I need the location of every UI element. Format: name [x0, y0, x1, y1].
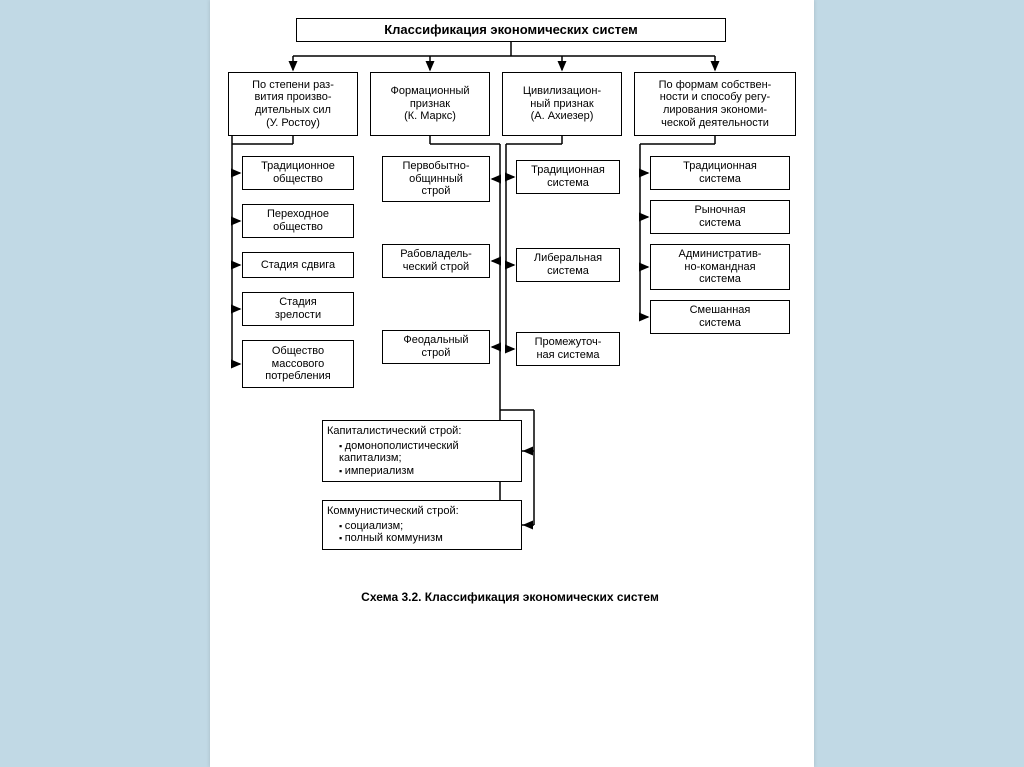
c4-item-0: Традиционнаясистема	[650, 156, 790, 190]
c3-item-2: Промежуточ-ная система	[516, 332, 620, 366]
c2-item-2: Феодальныйстрой	[382, 330, 490, 364]
col4-header-text: По формам собствен-ности и способу регу-…	[659, 79, 772, 130]
c2-item-0: Первобытно-общинныйстрой	[382, 156, 490, 202]
c4-item-1: Рыночнаясистема	[650, 200, 790, 234]
c2-item-1: Рабовладель-ческий строй	[382, 244, 490, 278]
c1-item-3: Стадиязрелости	[242, 292, 354, 326]
c3-item-0: Традиционнаясистема	[516, 160, 620, 194]
c3-item-1: Либеральнаясистема	[516, 248, 620, 282]
c1-item-2: Стадия сдвига	[242, 252, 354, 278]
col2-header: Формационныйпризнак(К. Маркс)	[370, 72, 490, 136]
caption-text: Схема 3.2. Классификация экономических с…	[361, 590, 659, 604]
col3-header: Цивилизацион-ный признак(А. Ахиезер)	[502, 72, 622, 136]
diagram-title: Классификация экономических систем	[296, 18, 726, 42]
col1-header: По степени раз-вития произво-дительных с…	[228, 72, 358, 136]
c1-item-1: Переходноеобщество	[242, 204, 354, 238]
col3-header-text: Цивилизацион-ный признак(А. Ахиезер)	[523, 85, 601, 123]
c4-item-3: Смешаннаясистема	[650, 300, 790, 334]
c1-item-4: Обществомассовогопотребления	[242, 340, 354, 388]
title-text: Классификация экономических систем	[384, 23, 638, 38]
col2-header-text: Формационныйпризнак(К. Маркс)	[390, 85, 469, 123]
c4-item-2: Административ-но-команднаясистема	[650, 244, 790, 290]
col1-header-text: По степени раз-вития произво-дительных с…	[252, 79, 334, 130]
c1-item-0: Традиционноеобщество	[242, 156, 354, 190]
diagram-sheet: Классификация экономических систем По ст…	[210, 0, 814, 767]
diagram-caption: Схема 3.2. Классификация экономических с…	[330, 590, 690, 604]
c2-wide-1: Коммунистический строй:социализм;полный …	[322, 500, 522, 550]
c2-wide-0: Капиталистический строй:домонополистичес…	[322, 420, 522, 482]
col4-header: По формам собствен-ности и способу регу-…	[634, 72, 796, 136]
